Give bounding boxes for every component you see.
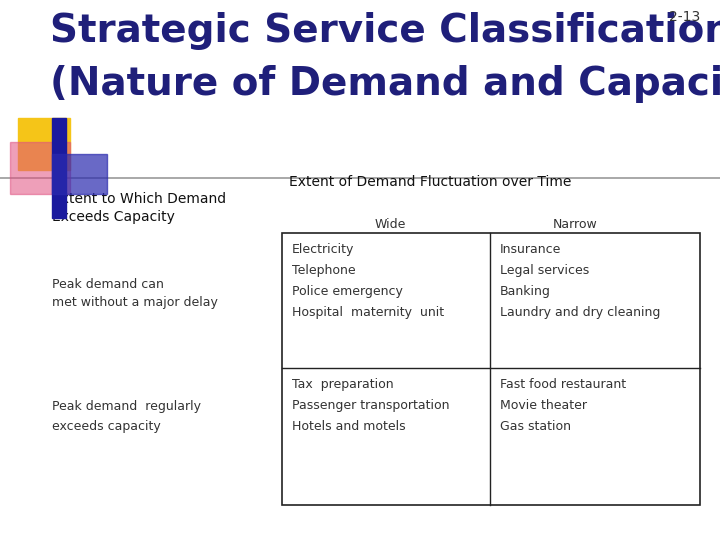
Text: Laundry and dry cleaning: Laundry and dry cleaning (500, 306, 660, 319)
Text: Telephone: Telephone (292, 264, 356, 277)
Bar (52, 118, 66, 218)
Text: exceeds capacity: exceeds capacity (52, 420, 161, 433)
Text: Exceeds Capacity: Exceeds Capacity (52, 210, 175, 224)
Text: Hospital  maternity  unit: Hospital maternity unit (292, 306, 444, 319)
Text: Legal services: Legal services (500, 264, 589, 277)
Text: Tax  preparation: Tax preparation (292, 378, 394, 391)
Bar (18, 118, 70, 170)
Text: Insurance: Insurance (500, 243, 562, 256)
Text: Narrow: Narrow (553, 218, 598, 231)
Text: Banking: Banking (500, 285, 551, 298)
Text: Hotels and motels: Hotels and motels (292, 420, 405, 433)
Bar (282, 233, 700, 505)
Text: Electricity: Electricity (292, 243, 354, 256)
Text: Fast food restaurant: Fast food restaurant (500, 378, 626, 391)
Text: Gas station: Gas station (500, 420, 571, 433)
Text: Passenger transportation: Passenger transportation (292, 399, 449, 412)
Bar (10, 142, 70, 194)
Text: Movie theater: Movie theater (500, 399, 587, 412)
Text: 2-13: 2-13 (669, 10, 700, 24)
Text: Peak demand  regularly: Peak demand regularly (52, 400, 201, 413)
Text: met without a major delay: met without a major delay (52, 296, 218, 309)
Bar (52, 154, 107, 194)
Text: Strategic Service Classification: Strategic Service Classification (50, 12, 720, 50)
Text: Police emergency: Police emergency (292, 285, 403, 298)
Text: Peak demand can: Peak demand can (52, 278, 164, 291)
Text: (Nature of Demand and Capacity): (Nature of Demand and Capacity) (50, 65, 720, 103)
Text: Extent to Which Demand: Extent to Which Demand (52, 192, 226, 206)
Text: Extent of Demand Fluctuation over Time: Extent of Demand Fluctuation over Time (289, 175, 571, 189)
Text: Wide: Wide (374, 218, 405, 231)
